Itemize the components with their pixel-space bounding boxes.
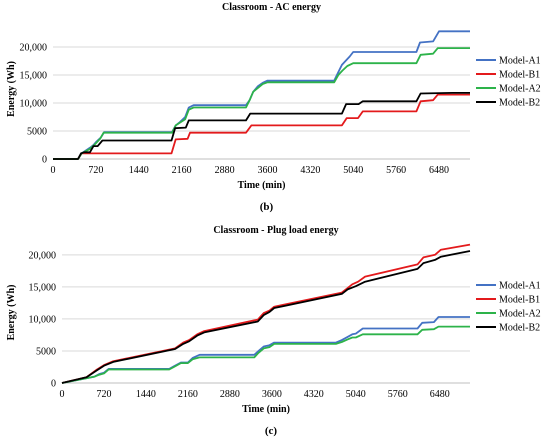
chart-1-series-model-a2 [53, 47, 470, 160]
chart-2-series-model-a2 [61, 325, 470, 384]
chart-2-xtick-label: 2880 [220, 389, 240, 400]
chart-2-xtick-label: 0 [60, 389, 65, 400]
chart-1-xtick-label: 6480 [429, 165, 449, 176]
chart-1-ytick-label: 0 [42, 155, 47, 166]
chart-2-xtick-label: 2160 [178, 389, 198, 400]
chart-1-caption: (b) [260, 201, 274, 213]
chart-1-xtick-label: 5040 [343, 165, 363, 176]
chart-1-xtick-label: 0 [51, 165, 56, 176]
chart-2-legend-label: Model-A2 [499, 309, 541, 320]
chart-2-series-model-a1 [61, 316, 470, 384]
chart-2-xtick-label: 5760 [388, 389, 408, 400]
chart-2-ylabel: Energy (Wh) [6, 285, 17, 341]
chart-2-ytick-label: 20,000 [29, 250, 57, 261]
chart-1-legend-label: Model-B1 [499, 70, 540, 81]
chart-2-legend-label: Model-B1 [499, 295, 540, 306]
chart-1-xtick-label: 5760 [386, 165, 406, 176]
chart-2-ytick-label: 0 [51, 379, 56, 390]
chart-2-legend-label: Model-A1 [499, 281, 541, 292]
chart-1-xtick-label: 2880 [215, 165, 235, 176]
chart-2: Classroom - Plug load energy 0 5000 10,000 1… [6, 225, 541, 437]
chart-2-xtick-label: 6480 [430, 389, 450, 400]
chart-1-ylabel: Energy (Wh) [6, 61, 17, 117]
chart-1-series-model-b2 [53, 92, 470, 160]
chart-1-xlabel: Time (min) [238, 180, 286, 191]
chart-1-xtick-label: 3600 [257, 165, 277, 176]
chart-1-ytick-label: 5000 [27, 127, 47, 138]
chart-1-xtick-label: 1440 [129, 165, 149, 176]
chart-1-legend-label: Model-B2 [499, 98, 540, 109]
chart-2-xtick-label: 720 [96, 389, 111, 400]
chart-1-xtick-label: 720 [88, 165, 103, 176]
chart-2-xtick-label: 5040 [346, 389, 366, 400]
chart-2-ytick-label: 10,000 [29, 314, 57, 325]
chart-2-series-model-b2 [61, 250, 471, 384]
chart-2-xlabel: Time (min) [242, 404, 290, 415]
chart-1-series-model-b1 [53, 93, 470, 160]
chart-2-ytick-label: 15,000 [29, 282, 57, 293]
chart-1-ytick-label: 20,000 [20, 43, 48, 54]
chart-2-legend-label: Model-B2 [499, 323, 540, 334]
chart-1-legend-label: Model-A2 [499, 84, 541, 95]
chart-1-ytick-label: 10,000 [20, 99, 48, 110]
chart-2-xtick-label: 4320 [304, 389, 324, 400]
chart-1-ytick-label: 15,000 [20, 71, 48, 82]
chart-2-caption: (c) [265, 425, 278, 437]
chart-1: Classroom - AC energy 0 5000 10,000 15,000 20… [6, 2, 541, 213]
chart-1-xtick-label: 4320 [300, 165, 320, 176]
chart-1-legend-label: Model-A1 [499, 56, 541, 67]
chart-1-xtick-label: 2160 [172, 165, 192, 176]
chart-2-title: Classroom - Plug load energy [213, 225, 338, 236]
chart-2-xtick-label: 3600 [262, 389, 282, 400]
chart-2-ytick-label: 5000 [36, 346, 56, 357]
chart-1-title: Classroom - AC energy [222, 2, 321, 13]
chart-2-xtick-label: 1440 [136, 389, 156, 400]
